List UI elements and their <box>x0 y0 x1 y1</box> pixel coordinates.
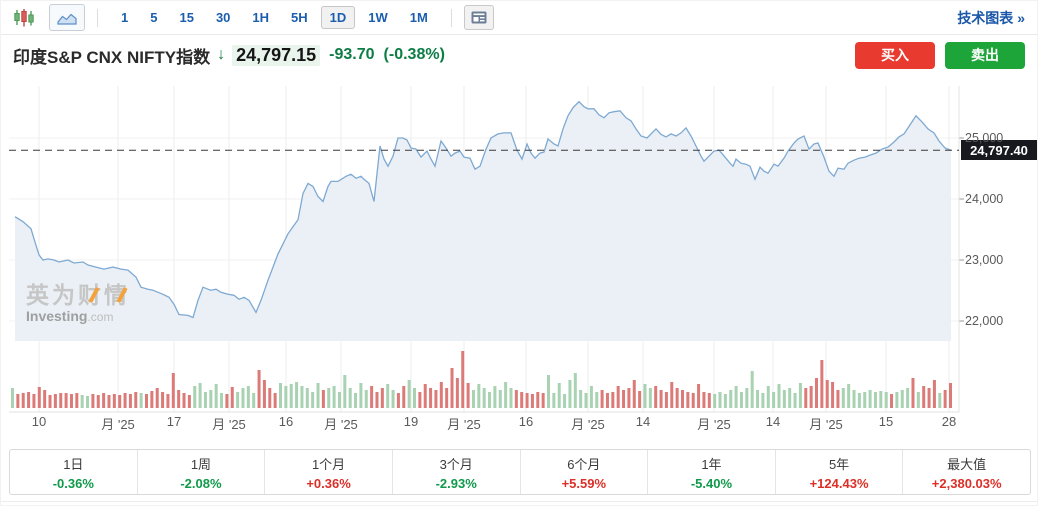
price-change-percent: (-0.38%) <box>383 46 445 63</box>
perf-value: +0.36% <box>306 475 351 491</box>
x-tick-label: 16 <box>518 414 534 429</box>
bottom-divider <box>1 501 1037 502</box>
perf-cell-5y: 5年 +124.43% <box>774 450 903 494</box>
price-change: -93.70 <box>329 46 375 63</box>
perf-label: 5年 <box>828 456 850 472</box>
perf-value: -2.93% <box>435 475 477 491</box>
timeframe-1[interactable]: 1 <box>121 10 129 25</box>
chart-area: 英为财情 Investing.com 24,797.40 25,000 24,00… <box>1 76 1038 436</box>
timeframe-1w[interactable]: 1W <box>368 10 388 25</box>
perf-label: 1周 <box>190 456 212 472</box>
perf-value: -2.08% <box>180 475 222 491</box>
x-tick-label: 28 <box>941 414 957 429</box>
chart-toolbar: 1 5 15 30 1H 5H 1D 1W 1M 技术图表 » <box>1 1 1037 35</box>
perf-label: 6个月 <box>567 456 601 472</box>
perf-cell-6m: 6个月 +5.59% <box>519 450 648 494</box>
toolbar-divider <box>97 8 98 27</box>
perf-cell-1m: 1个月 +0.36% <box>264 450 392 494</box>
area-chart-style-button[interactable] <box>49 4 85 31</box>
instrument-header: 印度S&P CNX NIFTY指数 ↓ 24,797.15 -93.70 (-0… <box>1 35 1037 75</box>
x-tick-label: 月 '25 <box>324 417 358 432</box>
last-price-axis-marker: 24,797.40 <box>961 140 1037 160</box>
x-tick-label: 19 <box>403 414 419 429</box>
perf-cell-1w: 1周 -2.08% <box>136 450 265 494</box>
last-price: 24,797.15 <box>232 44 321 66</box>
candlestick-icon <box>14 8 34 26</box>
news-panel-button[interactable] <box>463 5 494 30</box>
perf-label: 1年 <box>701 456 722 472</box>
perf-value: -5.40% <box>690 475 733 491</box>
x-tick-label: 15 <box>878 414 894 429</box>
timeframe-5h[interactable]: 5H <box>291 10 308 25</box>
instrument-title: 印度S&P CNX NIFTY指数 <box>13 47 211 67</box>
news-panel-icon <box>471 11 487 24</box>
timeframe-1m[interactable]: 1M <box>409 10 428 25</box>
perf-cell-1y: 1年 -5.40% <box>647 450 775 494</box>
y-tick-label: 23,000 <box>965 253 1004 267</box>
toolbar-divider <box>450 8 452 27</box>
x-tick-label: 10 <box>31 414 47 429</box>
y-tick-label: 22,000 <box>965 314 1004 328</box>
x-tick-label: 月 '25 <box>212 417 246 432</box>
perf-value: -0.36% <box>52 475 94 491</box>
perf-value: +2,380.03% <box>931 475 1002 491</box>
sell-button[interactable]: 卖出 <box>945 41 1025 69</box>
x-tick-label: 16 <box>278 414 294 429</box>
x-tick-label: 14 <box>765 414 781 429</box>
x-tick-label: 月 '25 <box>809 417 843 432</box>
performance-table: 1日 -0.36% 1周 -2.08% 1个月 +0.36% 3个月 -2.93… <box>9 449 1031 495</box>
perf-label: 3个月 <box>439 456 473 472</box>
price-volume-chart[interactable] <box>1 76 1038 416</box>
x-tick-label: 月 '25 <box>447 417 481 432</box>
down-arrow-icon: ↓ <box>217 46 226 63</box>
x-tick-label: 月 '25 <box>571 417 605 432</box>
timeframe-5[interactable]: 5 <box>150 10 158 25</box>
perf-cell-max: 最大值 +2,380.03% <box>902 450 1030 494</box>
timeframe-1h[interactable]: 1H <box>252 10 270 25</box>
perf-value: +124.43% <box>809 475 869 491</box>
perf-cell-1d: 1日 -0.36% <box>10 450 137 494</box>
x-tick-label: 月 '25 <box>697 417 731 432</box>
x-tick-label: 17 <box>166 414 182 429</box>
timeframe-15[interactable]: 15 <box>179 10 194 25</box>
perf-cell-3m: 3个月 -2.93% <box>391 450 520 494</box>
perf-label: 1日 <box>63 456 84 472</box>
x-tick-label: 14 <box>635 414 651 429</box>
perf-value: +5.59% <box>561 475 607 491</box>
y-tick-label: 24,000 <box>965 192 1004 206</box>
x-tick-label: 月 '25 <box>101 417 135 432</box>
candlestick-style-button[interactable] <box>13 8 35 27</box>
tech-chart-link[interactable]: 技术图表 » <box>957 9 1025 26</box>
perf-label: 1个月 <box>311 456 346 472</box>
timeframe-30[interactable]: 30 <box>215 10 231 25</box>
y-tick-label: 25,000 <box>965 131 1004 145</box>
timeframe-1d[interactable]: 1D <box>320 6 356 29</box>
area-chart-icon <box>57 13 77 25</box>
perf-label: 最大值 <box>947 456 987 472</box>
buy-button[interactable]: 买入 <box>855 41 935 69</box>
